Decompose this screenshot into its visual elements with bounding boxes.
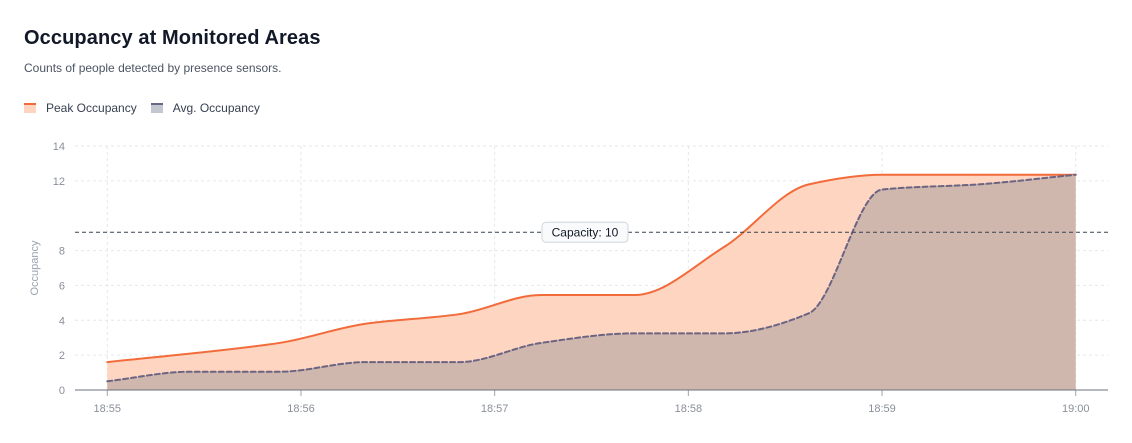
capacity-label: Capacity: 10 — [552, 225, 619, 239]
y-tick-label: 8 — [59, 246, 65, 258]
y-tick-label: 14 — [53, 141, 65, 153]
legend-swatch-peak — [24, 103, 36, 113]
legend-item-peak[interactable]: Peak Occupancy — [24, 101, 137, 115]
legend: Peak Occupancy Avg. Occupancy — [24, 101, 274, 115]
line-peak — [106, 173, 1077, 364]
capacity-label-box — [541, 221, 629, 243]
chart-subtitle: Counts of people detected by presence se… — [24, 61, 282, 75]
legend-label-peak: Peak Occupancy — [46, 101, 137, 115]
y-tick-label: 6 — [59, 280, 65, 292]
line-avg — [106, 173, 1077, 383]
x-tick-label: 18:59 — [868, 403, 896, 415]
y-tick-label: 0 — [59, 385, 65, 397]
area-avg — [107, 174, 1076, 390]
x-tick-label: 18:56 — [287, 403, 315, 415]
y-axis-title: Occupancy — [29, 240, 41, 296]
x-tick-label: 19:00 — [1062, 403, 1090, 415]
x-tick-label: 18:57 — [481, 403, 509, 415]
legend-item-avg[interactable]: Avg. Occupancy — [150, 101, 260, 115]
y-tick-label: 2 — [59, 350, 65, 362]
legend-label-avg: Avg. Occupancy — [172, 101, 260, 115]
legend-swatch-avg — [150, 103, 163, 113]
y-tick-label: 12 — [53, 176, 65, 188]
x-tick-label: 18:55 — [94, 403, 122, 415]
x-tick-label: 18:58 — [675, 403, 703, 415]
y-tick-label: 4 — [59, 315, 65, 327]
chart-title: Occupancy at Monitored Areas — [24, 27, 321, 49]
